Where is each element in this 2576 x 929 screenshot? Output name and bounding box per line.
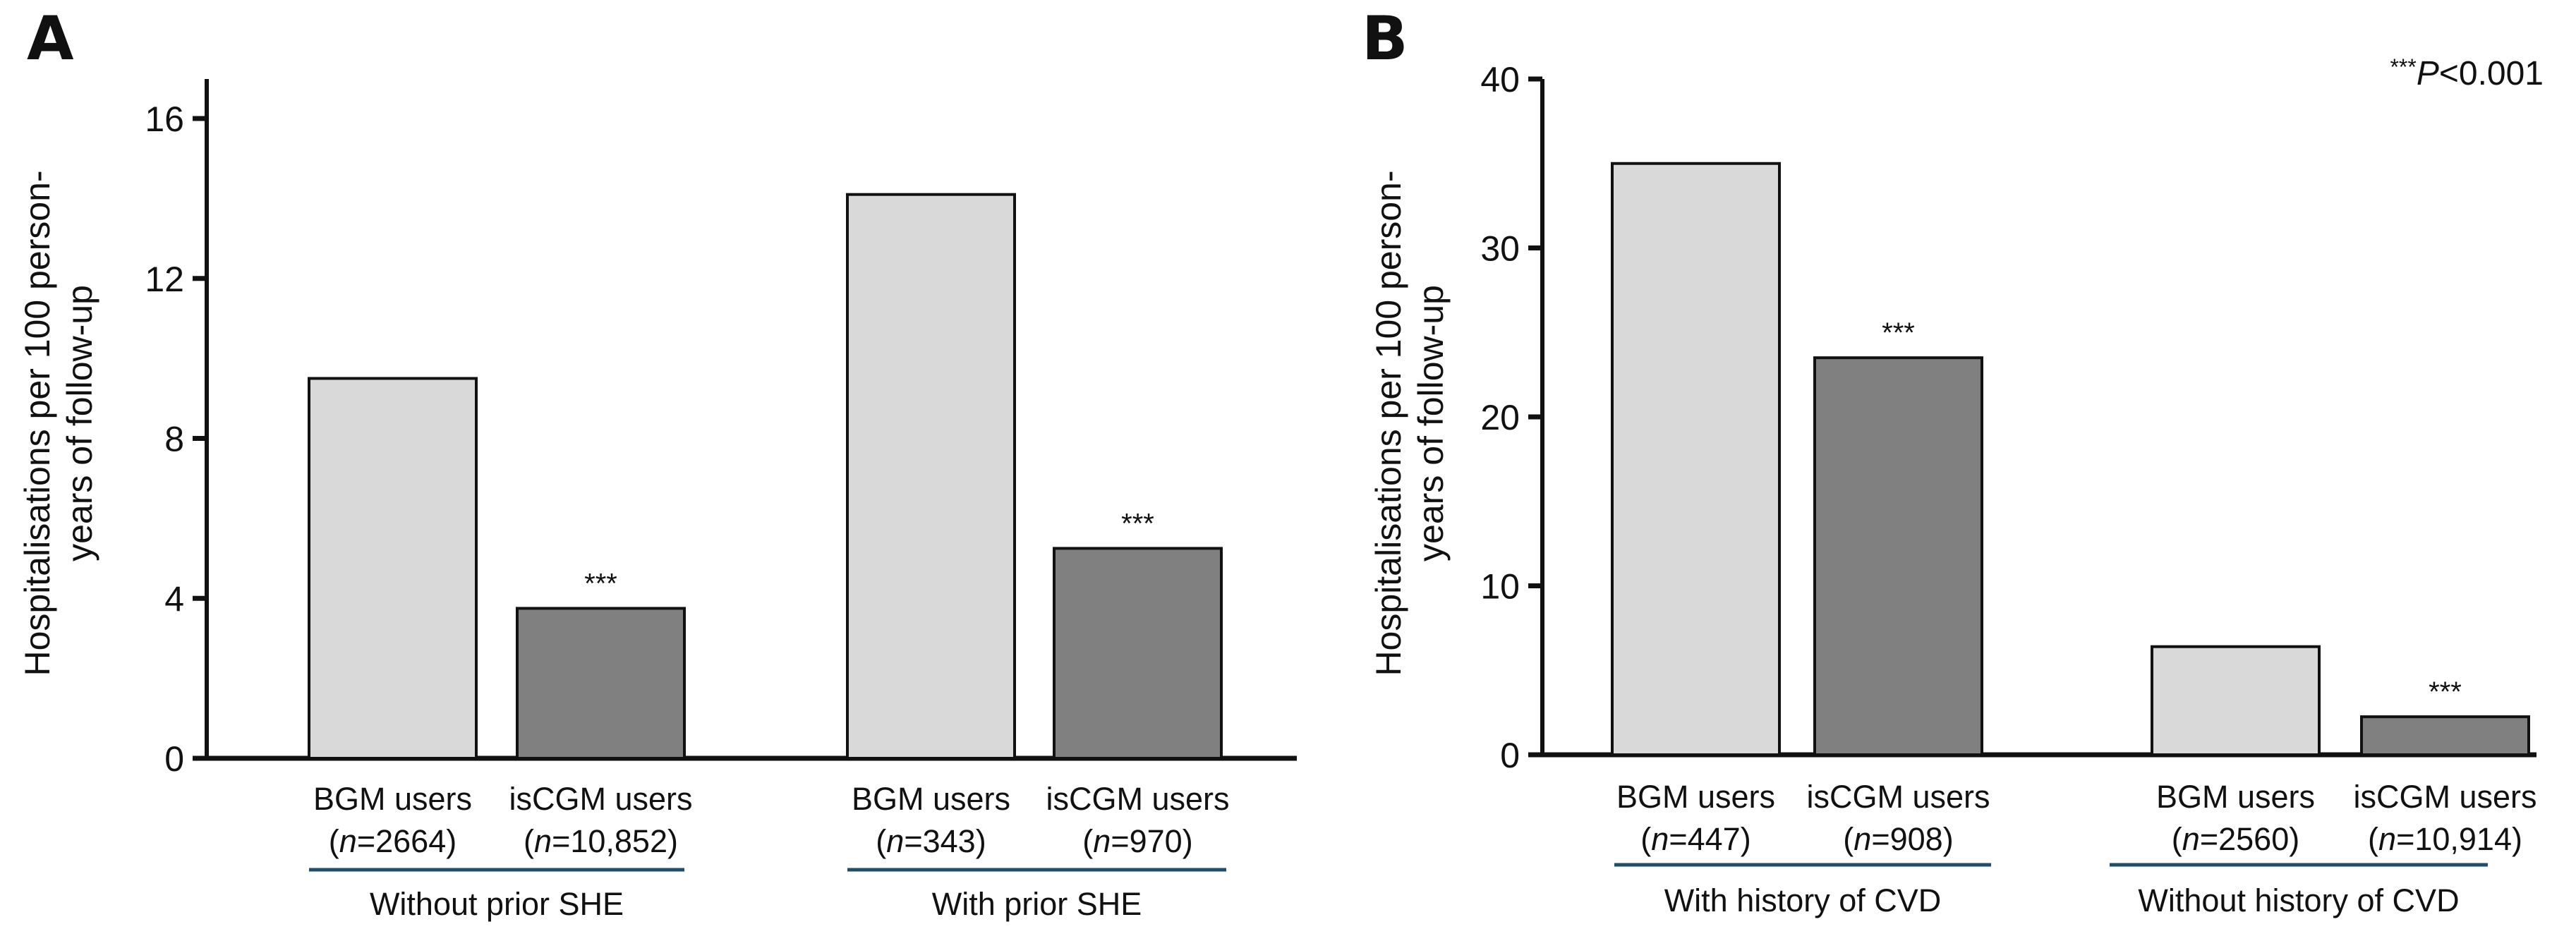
y-tick-label: 16 — [145, 99, 184, 139]
sample-size-label: (n=2560) — [2172, 821, 2299, 857]
y-tick-label: 0 — [164, 739, 184, 779]
y-tick-label: 8 — [164, 420, 184, 459]
y-tick-label: 0 — [1500, 736, 1520, 775]
y-axis-title: years of follow-up — [1411, 285, 1451, 561]
bar-iscgm — [1813, 356, 1983, 756]
category-label: isCGM users — [1806, 779, 1990, 815]
bar-iscgm — [516, 607, 686, 760]
sample-size-label: (n=2664) — [329, 823, 456, 859]
sample-size-label: (n=908) — [1843, 821, 1953, 857]
p-value-note: ***P<0.001 — [2390, 54, 2544, 92]
category-label: BGM users — [1616, 779, 1775, 815]
y-axis-title: Hospitalisations per 100 person- — [1369, 170, 1408, 676]
bar-bgm — [846, 193, 1016, 760]
bar-bgm — [1611, 162, 1781, 756]
y-axis-title: years of follow-up — [60, 285, 99, 561]
bar-bgm — [2151, 645, 2321, 756]
y-tick-label: 30 — [1480, 229, 1520, 269]
sample-size-label: (n=10,914) — [2368, 821, 2522, 857]
category-label: BGM users — [313, 781, 472, 817]
significance-marker: *** — [584, 568, 617, 599]
y-tick-label: 40 — [1480, 60, 1520, 99]
panel-a: A 0 4 8 12 16 Hospitalisations per 100 person-… — [18, 4, 1297, 922]
group-label: Without prior SHE — [370, 886, 624, 922]
bar-iscgm — [1053, 547, 1223, 760]
y-tick-label: 10 — [1480, 567, 1520, 607]
group-label: With history of CVD — [1664, 882, 1942, 918]
sample-size-label: (n=10,852) — [524, 823, 678, 859]
bar-bgm — [308, 377, 478, 760]
significance-marker: *** — [1121, 508, 1154, 539]
panel-label: B — [1362, 4, 1408, 74]
significance-marker: *** — [1882, 317, 1915, 348]
y-tick-label: 12 — [145, 260, 184, 299]
category-label: isCGM users — [1046, 781, 1229, 817]
sample-size-label: (n=447) — [1640, 821, 1750, 857]
panel-label: A — [27, 4, 74, 74]
category-label: isCGM users — [509, 781, 692, 817]
panel-b: B 0 10 20 30 40 Hospitalisations per 100 perso… — [1362, 4, 2544, 918]
significance-marker: *** — [2429, 676, 2462, 708]
group-label: With prior SHE — [932, 886, 1142, 922]
category-label: isCGM users — [2353, 779, 2536, 815]
category-label: BGM users — [2156, 779, 2315, 815]
bar-iscgm — [2360, 715, 2530, 756]
sample-size-label: (n=970) — [1082, 823, 1192, 859]
y-tick-label: 4 — [164, 579, 184, 619]
sample-size-label: (n=343) — [876, 823, 986, 859]
y-tick-label: 20 — [1480, 398, 1520, 437]
category-label: BGM users — [852, 781, 1010, 817]
y-axis-title: Hospitalisations per 100 person- — [18, 170, 57, 676]
group-label: Without history of CVD — [2138, 882, 2459, 918]
